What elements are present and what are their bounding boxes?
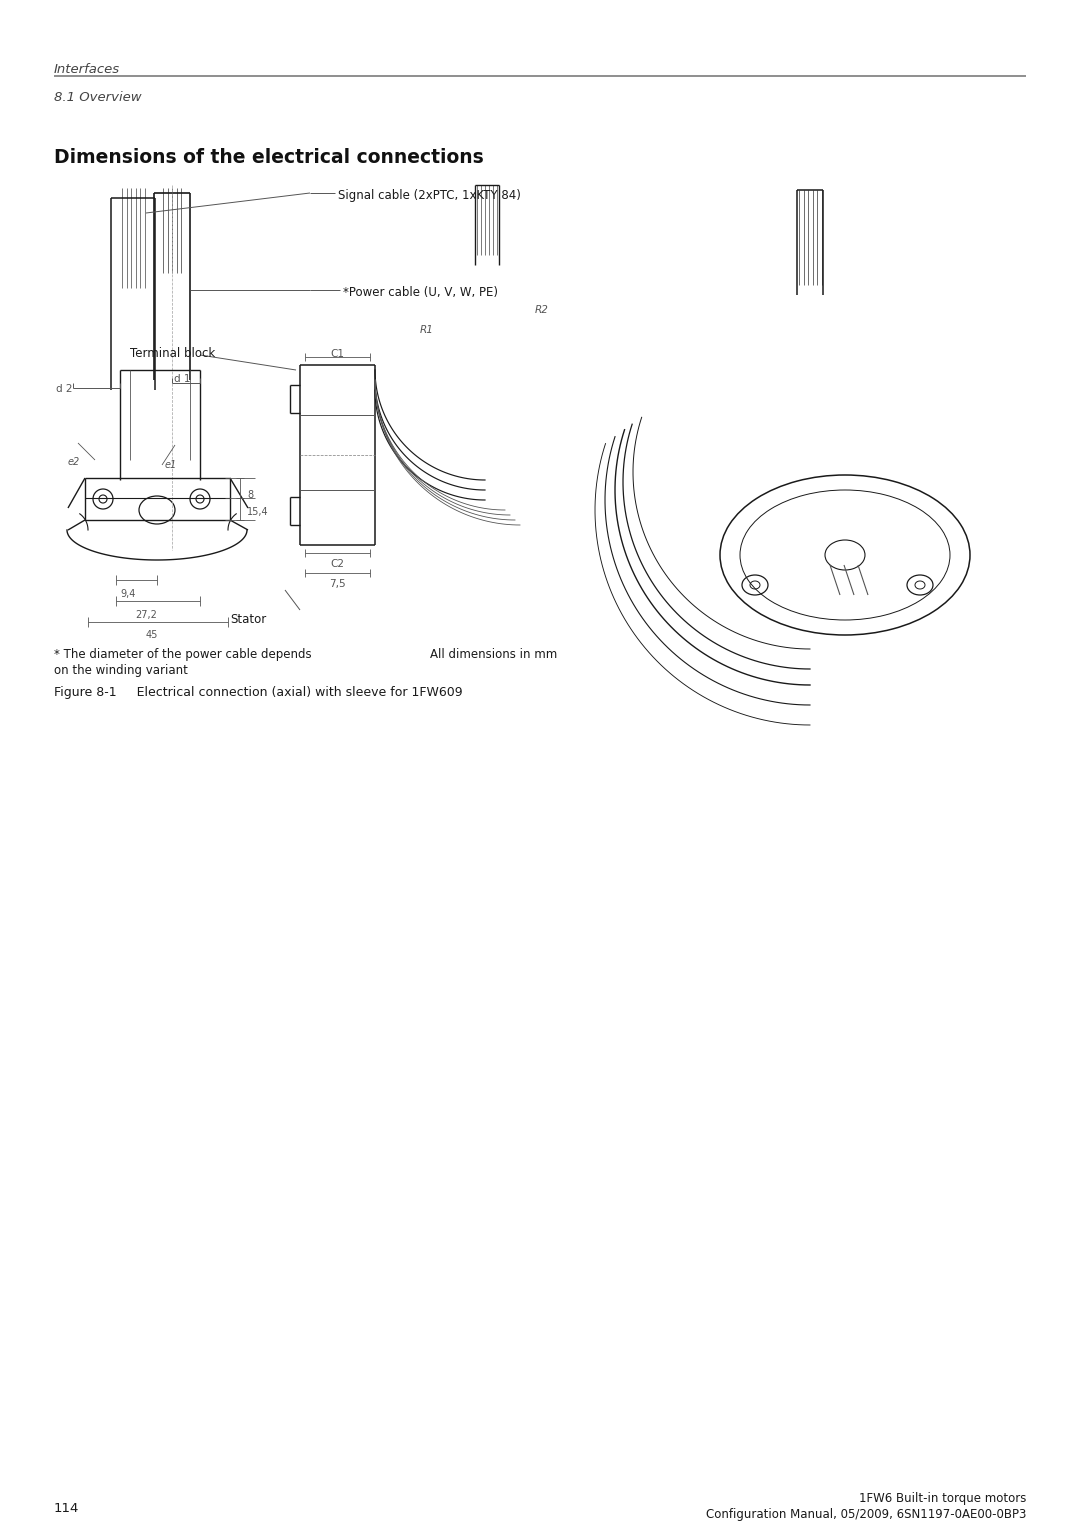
Text: Stator: Stator bbox=[230, 612, 267, 626]
Text: e2: e2 bbox=[68, 457, 80, 467]
Text: e1: e1 bbox=[165, 460, 177, 470]
Text: 7,5: 7,5 bbox=[328, 579, 346, 589]
Text: on the winding variant: on the winding variant bbox=[54, 664, 188, 676]
Text: All dimensions in mm: All dimensions in mm bbox=[430, 647, 557, 661]
Text: Figure 8-1     Electrical connection (axial) with sleeve for 1FW609: Figure 8-1 Electrical connection (axial)… bbox=[54, 686, 462, 699]
Text: Interfaces: Interfaces bbox=[54, 63, 120, 76]
Text: *Power cable (U, V, W, PE): *Power cable (U, V, W, PE) bbox=[343, 286, 498, 299]
Text: 27,2: 27,2 bbox=[135, 609, 157, 620]
Text: d 1: d 1 bbox=[174, 374, 190, 383]
Text: 9,4: 9,4 bbox=[120, 589, 135, 599]
Text: Signal cable (2xPTC, 1xKTY 84): Signal cable (2xPTC, 1xKTY 84) bbox=[338, 189, 521, 202]
Text: Dimensions of the electrical connections: Dimensions of the electrical connections bbox=[54, 148, 484, 166]
Text: C1: C1 bbox=[330, 350, 345, 359]
Text: R1: R1 bbox=[420, 325, 434, 334]
Text: 45: 45 bbox=[146, 631, 159, 640]
Text: 15,4: 15,4 bbox=[247, 507, 269, 518]
Text: R2: R2 bbox=[535, 305, 549, 315]
Text: 114: 114 bbox=[54, 1503, 79, 1515]
Text: 1FW6 Built-in torque motors: 1FW6 Built-in torque motors bbox=[859, 1492, 1026, 1506]
Text: 8.1 Overview: 8.1 Overview bbox=[54, 92, 141, 104]
Text: Terminal block: Terminal block bbox=[130, 347, 215, 360]
Text: Configuration Manual, 05/2009, 6SN1197-0AE00-0BP3: Configuration Manual, 05/2009, 6SN1197-0… bbox=[705, 1509, 1026, 1521]
Text: d 2: d 2 bbox=[56, 383, 72, 394]
Text: 8: 8 bbox=[247, 490, 253, 499]
Text: C2: C2 bbox=[330, 559, 345, 570]
Text: * The diameter of the power cable depends: * The diameter of the power cable depend… bbox=[54, 647, 312, 661]
